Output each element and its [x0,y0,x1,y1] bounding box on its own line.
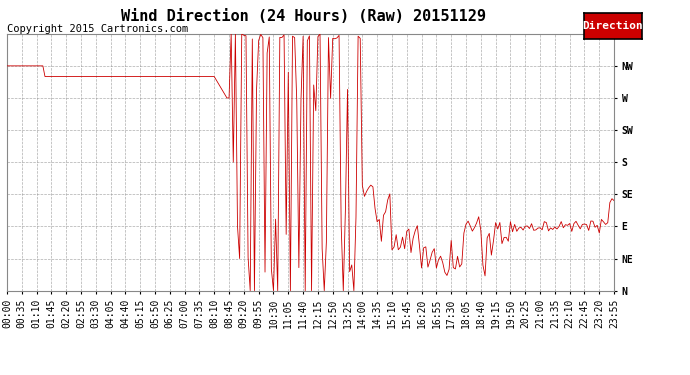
Text: Wind Direction (24 Hours) (Raw) 20151129: Wind Direction (24 Hours) (Raw) 20151129 [121,9,486,24]
Text: Direction: Direction [582,21,644,31]
Text: Copyright 2015 Cartronics.com: Copyright 2015 Cartronics.com [7,24,188,34]
